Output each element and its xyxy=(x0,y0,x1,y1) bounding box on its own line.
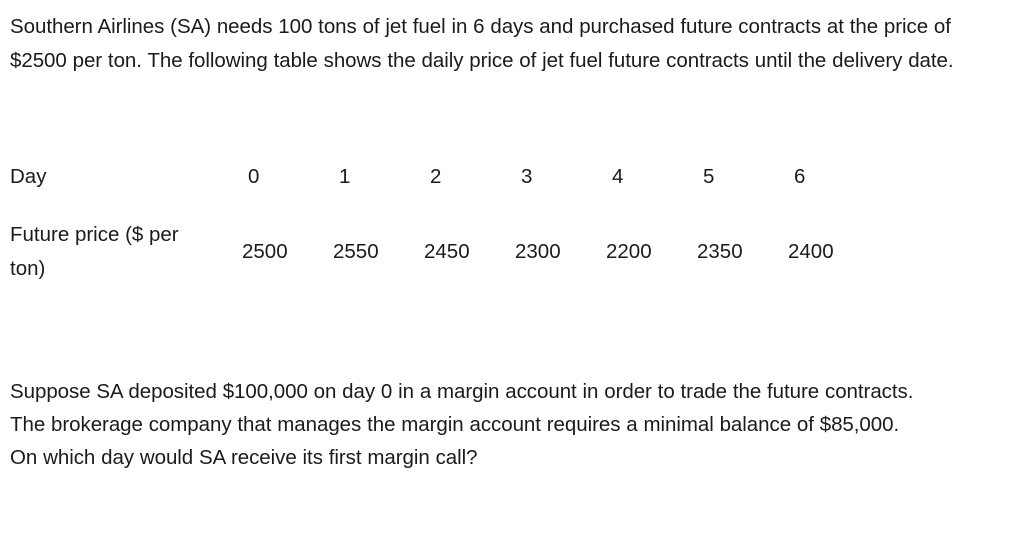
day-cell-2: 2 xyxy=(430,165,442,188)
day-cell-3: 3 xyxy=(521,165,533,188)
price-cell-2: 2450 xyxy=(424,240,470,263)
price-cell-1: 2550 xyxy=(333,240,379,263)
day-cell-5: 5 xyxy=(703,165,715,188)
table-row-future-price: Future price ($ per ton) 2500 2550 2450 … xyxy=(10,218,879,301)
question-line-3: On which day would SA receive its first … xyxy=(10,446,478,469)
day-cell-0: 0 xyxy=(248,165,260,188)
price-cell-5: 2350 xyxy=(697,240,743,263)
row-label-future-price-text: Future price ($ per ton) xyxy=(10,223,179,280)
day-cell-4: 4 xyxy=(612,165,624,188)
row-label-day-text: Day xyxy=(10,165,47,188)
future-price-table: Day 0 1 2 3 4 5 6 Future price ($ per to… xyxy=(10,160,879,301)
row-label-future-price: Future price ($ per ton) xyxy=(10,218,242,301)
price-cell-4: 2200 xyxy=(606,240,652,263)
question-line-2: The brokerage company that manages the m… xyxy=(10,413,900,436)
day-cell-6: 6 xyxy=(794,165,806,188)
spacer-below-table xyxy=(10,301,1016,375)
day-cell-1: 1 xyxy=(339,165,351,188)
table-row-day: Day 0 1 2 3 4 5 6 xyxy=(10,160,879,218)
price-cell-6: 2400 xyxy=(788,240,834,263)
question-line-1: Suppose SA deposited $100,000 on day 0 i… xyxy=(10,380,914,403)
price-cell-3: 2300 xyxy=(515,240,561,263)
question-paragraph: Suppose SA deposited $100,000 on day 0 i… xyxy=(10,375,1012,474)
price-cell-0: 2500 xyxy=(242,240,288,263)
spacer-above-table xyxy=(10,78,1016,160)
row-label-day: Day xyxy=(10,160,242,218)
intro-paragraph: Southern Airlines (SA) needs 100 tons of… xyxy=(10,15,954,72)
